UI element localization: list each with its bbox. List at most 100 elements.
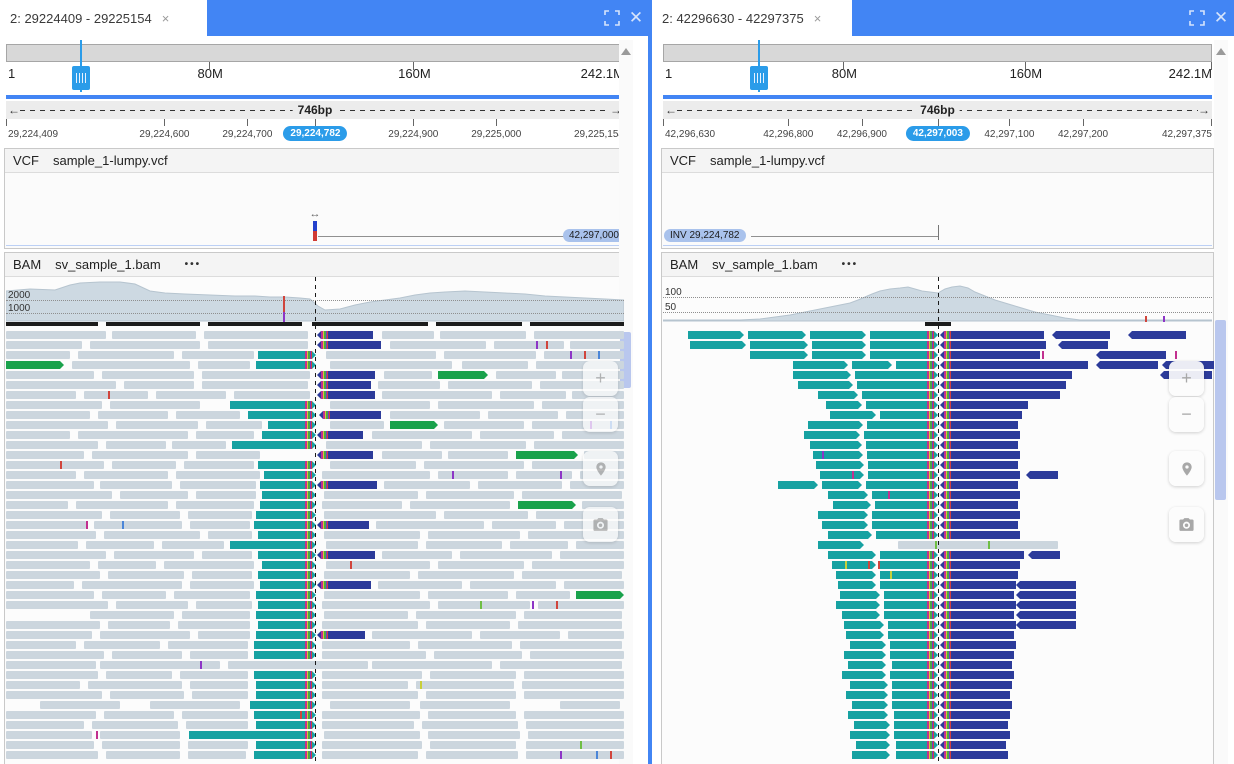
read[interactable]	[438, 561, 524, 569]
read[interactable]	[108, 571, 184, 579]
read[interactable]	[872, 521, 938, 529]
read[interactable]	[940, 651, 1014, 659]
read[interactable]	[180, 481, 256, 489]
read[interactable]	[6, 421, 108, 429]
read[interactable]	[150, 701, 240, 709]
read[interactable]	[6, 441, 98, 449]
bam-track-header[interactable]: BAM sv_sample_1.bam •••	[5, 253, 625, 277]
read[interactable]	[868, 461, 938, 469]
read[interactable]	[1096, 361, 1158, 369]
read[interactable]	[896, 751, 938, 759]
read[interactable]	[516, 471, 572, 479]
read[interactable]	[430, 441, 526, 449]
read[interactable]	[262, 431, 316, 439]
read[interactable]	[317, 481, 377, 489]
read[interactable]	[872, 491, 938, 499]
read[interactable]	[6, 471, 76, 479]
read[interactable]	[940, 721, 1008, 729]
read[interactable]	[234, 391, 310, 399]
read[interactable]	[324, 611, 408, 619]
read[interactable]	[492, 521, 556, 529]
read[interactable]	[84, 471, 168, 479]
read[interactable]	[894, 731, 938, 739]
read[interactable]	[86, 541, 154, 549]
read[interactable]	[940, 451, 1020, 459]
read[interactable]	[162, 541, 224, 549]
bam-track-header[interactable]: BAM sv_sample_1.bam •••	[662, 253, 1213, 277]
read[interactable]	[6, 491, 112, 499]
read[interactable]	[256, 681, 316, 689]
read[interactable]	[940, 621, 1016, 629]
read[interactable]	[198, 631, 250, 639]
read[interactable]	[196, 491, 256, 499]
read[interactable]	[319, 411, 381, 419]
read[interactable]	[793, 361, 848, 369]
read[interactable]	[426, 621, 510, 629]
maximize-icon[interactable]	[603, 9, 621, 27]
read[interactable]	[822, 481, 862, 489]
read[interactable]	[522, 491, 622, 499]
read[interactable]	[258, 621, 316, 629]
read[interactable]	[564, 581, 624, 589]
read[interactable]	[382, 331, 434, 339]
close-window-icon[interactable]: ✕	[1213, 8, 1229, 27]
read[interactable]	[424, 461, 524, 469]
read[interactable]	[6, 451, 84, 459]
read[interactable]	[532, 561, 624, 569]
read[interactable]	[6, 711, 96, 719]
read[interactable]	[940, 711, 1010, 719]
read[interactable]	[438, 601, 530, 609]
read[interactable]	[848, 711, 888, 719]
chromosome-ideogram[interactable]	[6, 44, 624, 62]
read[interactable]	[855, 371, 938, 379]
read[interactable]	[98, 561, 156, 569]
read[interactable]	[208, 341, 308, 349]
read[interactable]	[164, 561, 254, 569]
read[interactable]	[826, 401, 862, 409]
read[interactable]	[872, 511, 938, 519]
scrollbar-thumb[interactable]	[620, 332, 631, 388]
read[interactable]	[188, 741, 248, 749]
read[interactable]	[254, 521, 316, 529]
read[interactable]	[894, 711, 938, 719]
read[interactable]	[518, 501, 576, 509]
read[interactable]	[6, 661, 96, 669]
read[interactable]	[940, 331, 1044, 339]
read[interactable]	[810, 441, 862, 449]
read[interactable]	[317, 341, 381, 349]
read[interactable]	[196, 431, 254, 439]
read[interactable]	[500, 391, 566, 399]
read[interactable]	[106, 441, 166, 449]
zoom-in-button[interactable]: +	[583, 361, 618, 396]
read[interactable]	[884, 601, 938, 609]
read[interactable]	[330, 401, 430, 409]
read[interactable]	[842, 671, 886, 679]
read[interactable]	[78, 351, 174, 359]
read[interactable]	[444, 351, 536, 359]
read[interactable]	[382, 391, 492, 399]
read[interactable]	[256, 361, 316, 369]
read[interactable]	[116, 601, 188, 609]
read[interactable]	[190, 651, 248, 659]
read[interactable]	[110, 401, 200, 409]
read[interactable]	[196, 601, 252, 609]
read[interactable]	[372, 431, 472, 439]
locate-button[interactable]	[583, 451, 618, 486]
read[interactable]	[124, 381, 194, 389]
read[interactable]	[192, 691, 248, 699]
read[interactable]	[532, 461, 624, 469]
read[interactable]	[6, 621, 100, 629]
read[interactable]	[820, 471, 864, 479]
read[interactable]	[182, 611, 250, 619]
read[interactable]	[940, 691, 1010, 699]
read[interactable]	[880, 581, 938, 589]
read[interactable]	[6, 521, 86, 529]
read[interactable]	[880, 551, 938, 559]
read[interactable]	[844, 651, 886, 659]
read[interactable]	[940, 581, 1016, 589]
read[interactable]	[1026, 471, 1058, 479]
read[interactable]	[940, 491, 1020, 499]
maximize-icon[interactable]	[1188, 9, 1206, 27]
read[interactable]	[92, 451, 188, 459]
read[interactable]	[174, 591, 250, 599]
